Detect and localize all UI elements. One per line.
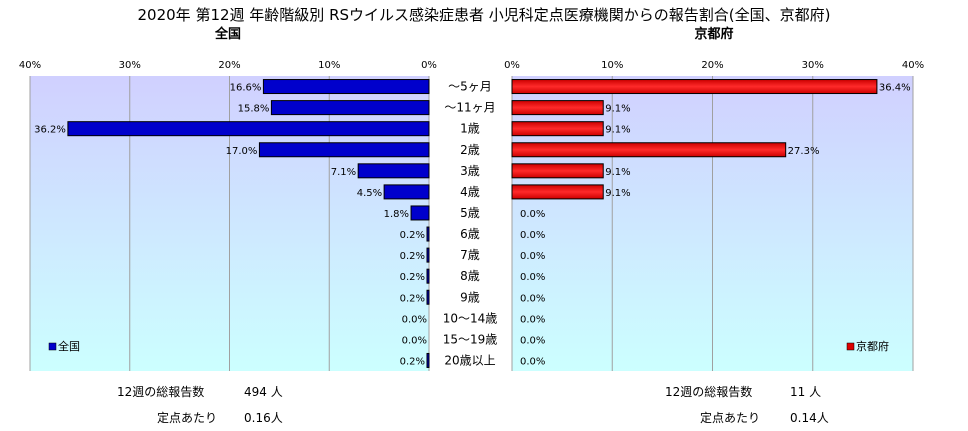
right-bar-label: 27.3%: [788, 146, 820, 157]
right-total-label: 12週の総報告数: [665, 384, 752, 399]
left-bar: [410, 205, 430, 221]
right-legend-swatch: [846, 342, 855, 351]
left-bar: [262, 79, 430, 95]
left-tick-label: 20%: [218, 60, 240, 71]
right-bar-label: 0.0%: [520, 230, 545, 241]
left-bar: [67, 121, 430, 137]
right-subtitle: 京都府: [694, 26, 733, 42]
category-label: 6歳: [460, 227, 480, 241]
left-legend-swatch: [48, 342, 57, 351]
right-bar-label: 0.0%: [520, 335, 545, 346]
left-bar-label: 4.5%: [357, 188, 382, 199]
right-bar: [511, 100, 604, 116]
chart-title: 2020年 第12週 年齢階級別 RSウイルス感染症患者 小児科定点医療機関から…: [138, 6, 831, 24]
category-label: 15～19歳: [443, 332, 498, 346]
left-tick-label: 0%: [421, 60, 437, 71]
category-label: 2歳: [460, 143, 480, 157]
left-bar-label: 15.8%: [238, 104, 270, 115]
category-label: ～11ヶ月: [444, 101, 495, 115]
category-label: 8歳: [460, 269, 480, 283]
left-bar-label: 0.2%: [400, 293, 425, 304]
category-label: 9歳: [460, 290, 480, 304]
left-bar-label: 0.2%: [400, 272, 425, 283]
right-bar-label: 0.0%: [520, 272, 545, 283]
right-bar-label: 0.0%: [520, 356, 545, 367]
right-bar-label: 0.0%: [520, 293, 545, 304]
left-bar-label: 0.2%: [400, 230, 425, 241]
right-bar: [511, 79, 878, 95]
left-bar-label: 17.0%: [226, 146, 258, 157]
right-bar-label: 36.4%: [879, 83, 911, 94]
right-per-label: 定点あたり: [700, 410, 760, 425]
right-legend: 京都府: [846, 339, 889, 353]
left-bar-label: 36.2%: [34, 125, 66, 136]
category-label: 5歳: [460, 206, 480, 220]
left-bar: [383, 184, 430, 200]
right-bar-label: 9.1%: [605, 188, 630, 199]
right-bar: [511, 121, 604, 137]
right-tick-label: 40%: [902, 60, 924, 71]
right-bar-label: 0.0%: [520, 209, 545, 220]
right-legend-label: 京都府: [856, 339, 889, 353]
left-total-label: 12週の総報告数: [117, 384, 204, 399]
category-label: 4歳: [460, 185, 480, 199]
left-tick-label: 30%: [119, 60, 141, 71]
left-bar: [258, 142, 430, 158]
category-label: ～5ヶ月: [448, 80, 492, 94]
right-bar: [511, 163, 604, 179]
left-bar: [426, 226, 430, 242]
right-tick-label: 10%: [601, 60, 623, 71]
left-bar-label: 0.0%: [402, 314, 427, 325]
right-bar: [511, 142, 787, 158]
right-bar-label: 0.0%: [520, 314, 545, 325]
category-label: 3歳: [460, 164, 480, 178]
right-tick-label: 0%: [504, 60, 520, 71]
right-bar-label: 0.0%: [520, 251, 545, 262]
category-label: 20歳以上: [444, 353, 495, 367]
left-bar-label: 0.2%: [400, 251, 425, 262]
right-bar: [511, 184, 604, 200]
left-tick-label: 40%: [19, 60, 41, 71]
left-legend: 全国: [48, 339, 80, 353]
right-bar-label: 9.1%: [605, 125, 630, 136]
right-total-value: 11 人: [790, 385, 821, 399]
left-total-value: 494 人: [244, 385, 283, 399]
right-bar-label: 9.1%: [605, 167, 630, 178]
left-bar-label: 16.6%: [230, 83, 262, 94]
category-label: 10～14歳: [443, 311, 498, 325]
right-tick-label: 30%: [802, 60, 824, 71]
left-per-label: 定点あたり: [157, 410, 217, 425]
left-bar: [270, 100, 430, 116]
right-bar-label: 9.1%: [605, 104, 630, 115]
left-bar: [426, 352, 430, 368]
category-label: 7歳: [460, 248, 480, 262]
left-bar-label: 0.2%: [400, 356, 425, 367]
left-tick-label: 10%: [318, 60, 340, 71]
left-per-value: 0.16人: [244, 411, 283, 425]
category-label: 1歳: [460, 122, 480, 136]
left-subtitle: 全国: [214, 26, 241, 42]
left-bar-label: 0.0%: [402, 335, 427, 346]
left-bar-label: 7.1%: [331, 167, 356, 178]
left-bar: [357, 163, 430, 179]
left-bar: [426, 268, 430, 284]
right-per-value: 0.14人: [790, 411, 829, 425]
left-legend-label: 全国: [58, 339, 80, 353]
left-bar-label: 1.8%: [384, 209, 409, 220]
left-bar: [426, 247, 430, 263]
left-bar: [426, 289, 430, 305]
right-tick-label: 20%: [701, 60, 723, 71]
